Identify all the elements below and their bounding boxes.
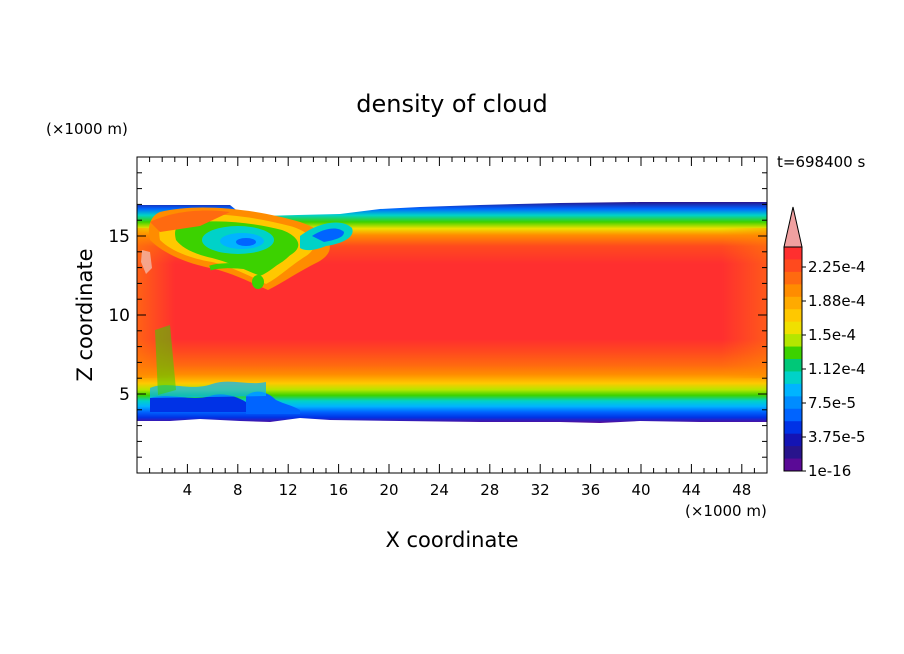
x-axis-label: X coordinate (385, 528, 518, 552)
colorbar-swatch (784, 334, 802, 348)
upper-cap-red (150, 210, 230, 232)
x-tick-label: 40 (631, 481, 650, 499)
colorbar-label: 1.12e-4 (808, 360, 866, 378)
x-axis-ticks (149, 157, 755, 473)
colorbar-swatch (784, 247, 802, 260)
y-tick-label: 15 (108, 227, 130, 247)
colorbar-swatch (784, 284, 802, 298)
colorbar-label: 1.5e-4 (808, 326, 856, 344)
y-unit-label: (×1000 m) (46, 120, 128, 138)
colorbar-swatch (784, 259, 802, 273)
right-edge-shading (722, 228, 767, 378)
colorbar-swatch (784, 321, 802, 335)
colorbar-swatch (784, 383, 802, 397)
colorbar-labels: 2.25e-4 1.88e-4 1.5e-4 1.12e-4 7.5e-5 3.75e-5… (802, 258, 866, 480)
chart-title: density of cloud (356, 90, 547, 118)
x-unit-label: (×1000 m) (685, 502, 767, 520)
x-tick-label: 16 (329, 481, 348, 499)
y-tick-label: 10 (108, 306, 130, 326)
colorbar-swatch (784, 346, 802, 360)
colorbar-swatch (784, 408, 802, 422)
y-tick-label: 5 (119, 385, 130, 405)
x-tick-label: 44 (682, 481, 701, 499)
colorbar-swatch (784, 371, 802, 385)
cloud-density-field (137, 202, 767, 423)
colorbar-swatch (784, 433, 802, 447)
colorbar-swatch (784, 296, 802, 310)
colorbar-swatch (784, 458, 802, 472)
base-turbulence-1 (150, 394, 246, 412)
y-axis-ticks (137, 172, 767, 458)
eddy-blob (252, 275, 264, 289)
left-column-green (155, 325, 176, 395)
left-boundary-streak (141, 250, 152, 274)
base-turbulence-2 (246, 391, 300, 414)
colorbar-label: 1e-16 (808, 462, 851, 480)
colorbar-swatch (784, 446, 802, 460)
x-tick-label: 48 (732, 481, 751, 499)
colorbar-swatch (784, 359, 802, 372)
x-tick-label: 24 (430, 481, 449, 499)
colorbar-swatch (784, 271, 802, 285)
base-turbulence-3 (150, 381, 266, 398)
x-tick-label: 12 (279, 481, 298, 499)
x-tick-label: 32 (531, 481, 550, 499)
colorbar-extend-arrow (783, 206, 803, 248)
eddy-filament (209, 242, 298, 271)
colorbar-swatch (784, 309, 802, 323)
colorbar-frame (783, 246, 803, 472)
x-tick-label: 20 (379, 481, 398, 499)
y-axis-label: Z coordinate (73, 248, 97, 381)
colorbar-label: 2.25e-4 (808, 258, 866, 276)
time-label: t=698400 s (777, 153, 865, 171)
x-tick-label: 28 (480, 481, 499, 499)
colorbar-swatch (784, 396, 802, 410)
y-tick-labels: 5 10 15 (108, 227, 130, 405)
x-tick-labels: 4 8 12 16 20 24 28 32 36 40 44 48 (183, 481, 752, 499)
colorbar (783, 206, 803, 472)
x-tick-label: 4 (183, 481, 193, 499)
eddy-core-3 (236, 238, 256, 246)
eddy-hook-inner (312, 228, 344, 242)
x-tick-label: 8 (233, 481, 243, 499)
colorbar-swatch (784, 421, 802, 435)
colorbar-label: 7.5e-5 (808, 394, 856, 412)
colorbar-label: 1.88e-4 (808, 292, 866, 310)
colorbar-label: 3.75e-5 (808, 428, 866, 446)
x-tick-label: 36 (581, 481, 600, 499)
